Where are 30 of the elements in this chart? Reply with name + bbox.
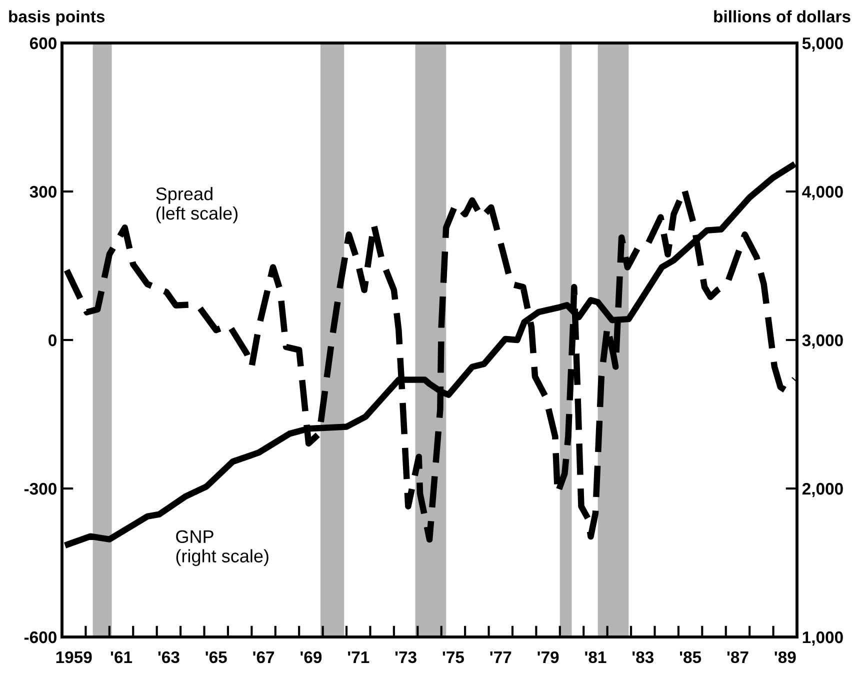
x-tick-label: '77 (490, 652, 512, 663)
annotation: Spread (left scale) (156, 187, 238, 224)
x-tick-label: '83 (632, 651, 654, 664)
annotation: GNP (right scale) (176, 530, 268, 566)
y2-tick-label: 5,000 (802, 37, 843, 52)
x-tick-label: '71 (348, 652, 370, 663)
y2-tick-label: 2,000 (802, 482, 843, 498)
x-tick-label: '63 (158, 651, 180, 664)
y-tick-label: 300 (30, 186, 56, 198)
y2-axis-title: billions of dollars (714, 10, 850, 22)
x-tick-label: '79 (538, 651, 559, 664)
x-tick-label: '73 (395, 651, 416, 664)
x-tick-label: '87 (727, 651, 748, 664)
y-tick-label: 600 (30, 37, 56, 50)
x-tick-label: '81 (585, 651, 606, 664)
y-tick-label: 0 (48, 334, 56, 346)
y-axis-title: basis points (9, 10, 105, 26)
x-tick-label: '61 (110, 651, 132, 664)
x-tick-label: '75 (442, 652, 464, 664)
x-tick-label: '67 (253, 651, 274, 664)
x-tick-label: '85 (680, 651, 702, 664)
x-tick-label: '89 (774, 651, 796, 664)
x-tick-label: '65 (206, 651, 227, 664)
x-tick-label: 1959 (56, 651, 92, 664)
y2-tick-label: 4,000 (802, 186, 843, 200)
y2-tick-label: 1,000 (802, 631, 843, 646)
x-tick-label: '69 (300, 651, 322, 664)
y-tick-label: -600 (24, 631, 56, 644)
y-tick-label: -300 (24, 482, 56, 495)
y2-tick-label: 3,000 (802, 334, 843, 349)
